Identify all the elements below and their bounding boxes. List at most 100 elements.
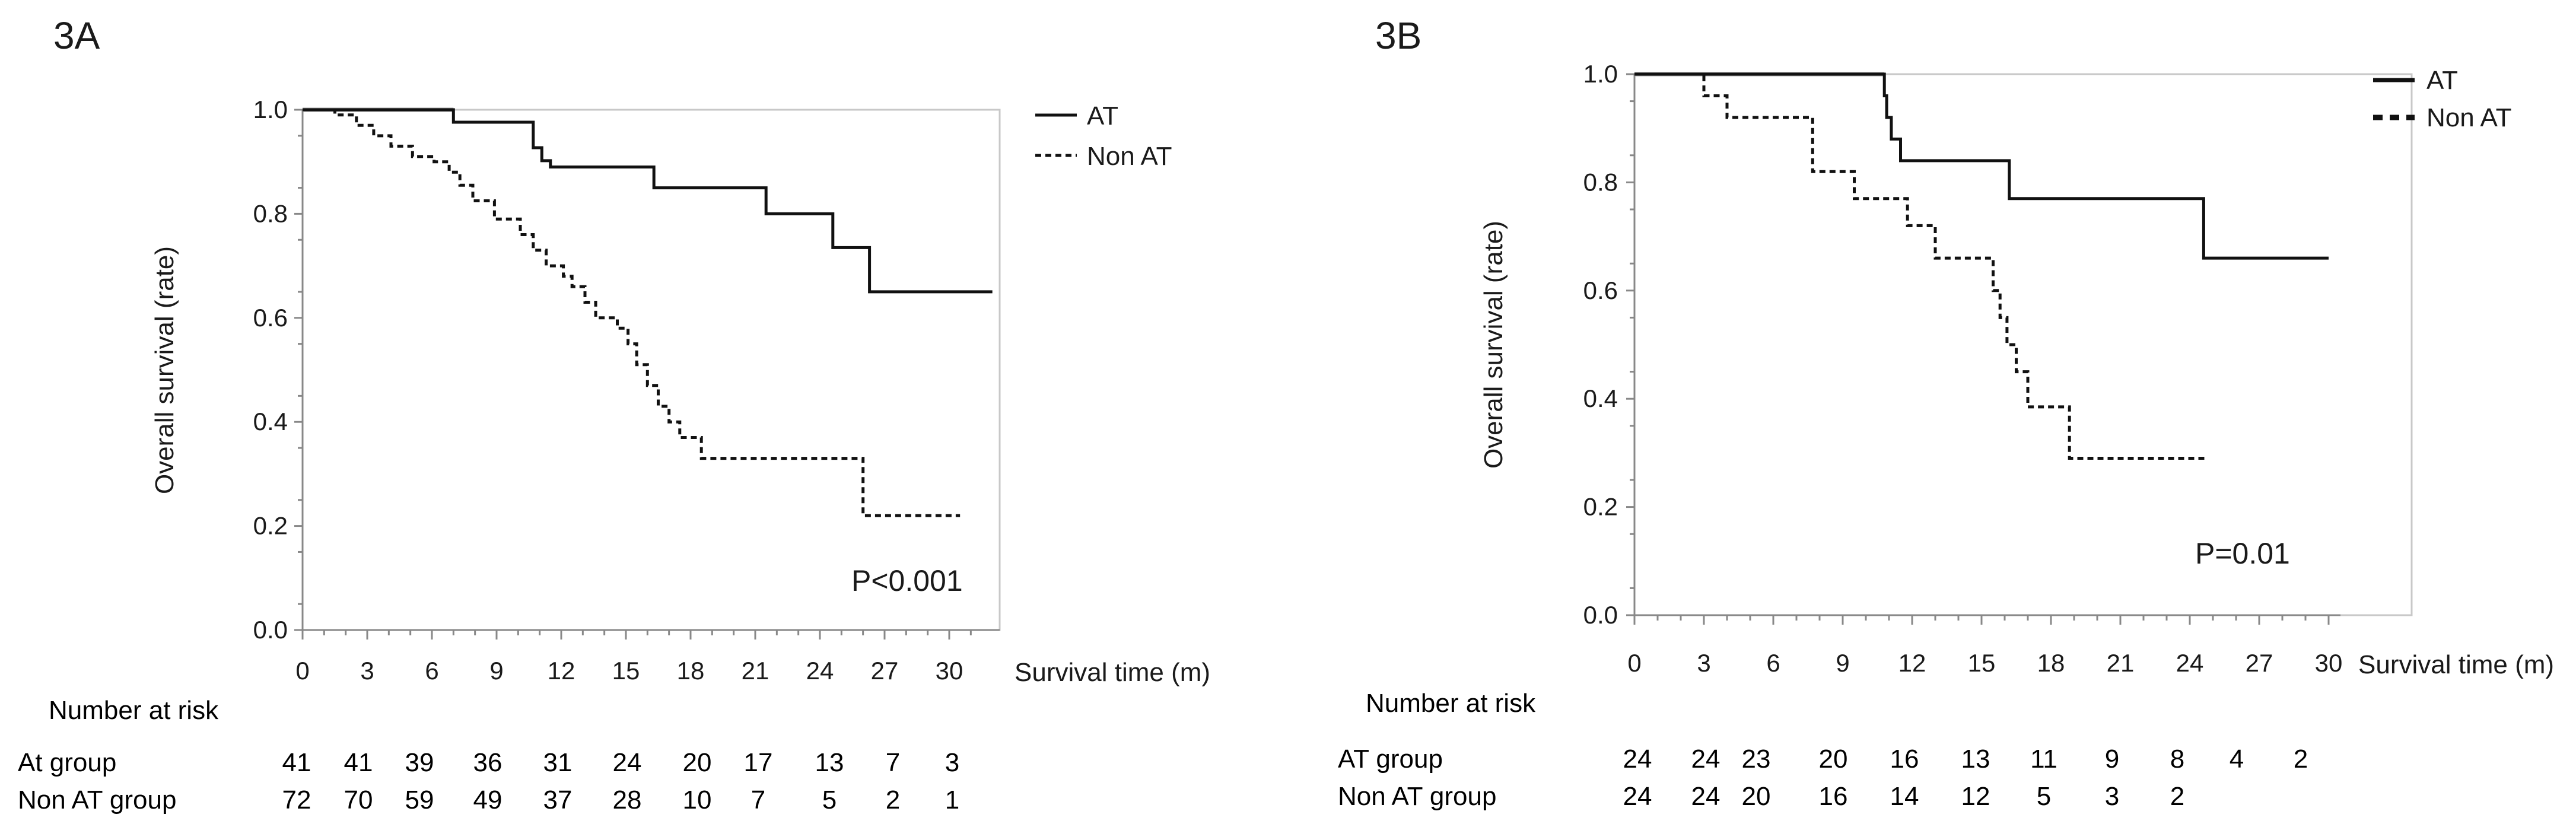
x-tick-label: 6 bbox=[425, 657, 438, 685]
y-tick-label: 0.4 bbox=[1583, 384, 1618, 412]
legend-label-at-3a: AT bbox=[1087, 101, 1118, 131]
panel-3b: 3B 0.00.20.40.60.81.0 0 3 6 9 12 15 18 21 24 27 30… bbox=[1338, 14, 2554, 811]
x-tick-label: 3 bbox=[360, 657, 374, 685]
risk-values-3a: 41 41 39 36 31 24 20 17 13 7 3 72 70 59 49 37 28 10 7 5 2 1 bbox=[282, 748, 960, 815]
risk-value: 10 bbox=[683, 785, 712, 815]
risk-value: 39 bbox=[405, 748, 434, 777]
y-tick-label: 0.4 bbox=[253, 408, 288, 435]
x-tick-label: 0 bbox=[1627, 649, 1641, 677]
survival-curves-3a bbox=[303, 107, 993, 517]
x-axis-label-3b: Survival time (m) bbox=[2358, 650, 2554, 679]
risk-value: 20 bbox=[1742, 782, 1771, 811]
y-ticks-3b: 0.0 0.2 0.4 0.6 0.8 1.0 bbox=[1583, 60, 1634, 629]
risk-row-label-nonat-3a: Non AT group bbox=[18, 785, 176, 815]
risk-value: 36 bbox=[473, 748, 503, 777]
series-line-non-at bbox=[1634, 72, 2206, 460]
legend-3a: AT Non AT bbox=[1035, 101, 1172, 171]
risk-row-label-at-3b: AT group bbox=[1338, 745, 1443, 774]
risk-table-3a: Number at risk At group Non AT group 41 4… bbox=[18, 696, 959, 815]
risk-value: 49 bbox=[473, 785, 503, 815]
y-tick-label: 0.8 bbox=[1583, 168, 1618, 196]
risk-value: 11 bbox=[2030, 745, 2057, 774]
x-tick-label: 21 bbox=[2107, 649, 2135, 677]
risk-value: 5 bbox=[2037, 782, 2051, 811]
legend-label-nonat-3a: Non AT bbox=[1087, 142, 1172, 171]
risk-value: 41 bbox=[344, 748, 373, 777]
risk-value: 1 bbox=[945, 785, 959, 815]
risk-row-label-nonat-3b: Non AT group bbox=[1338, 782, 1496, 811]
risk-value: 4 bbox=[2230, 745, 2244, 774]
risk-value: 2 bbox=[886, 785, 900, 815]
x-tick-label: 15 bbox=[612, 657, 640, 685]
risk-value: 8 bbox=[2170, 745, 2184, 774]
risk-value: 24 bbox=[613, 748, 642, 777]
y-ticks-3a: 0.0 0.2 0.4 0.6 0.8 1.0 bbox=[253, 96, 303, 644]
risk-table-title-3a: Number at risk bbox=[49, 696, 219, 725]
x-tick-label: 30 bbox=[2315, 649, 2343, 677]
legend-label-at-3b: AT bbox=[2426, 66, 2458, 95]
x-tick-label: 3 bbox=[1697, 649, 1710, 677]
risk-value: 13 bbox=[815, 748, 844, 777]
plot-area-3b: 0.0 0.2 0.4 0.6 0.8 1.0 0 3 6 9 12 15 18 21 24 27 30 bbox=[1583, 60, 2413, 677]
y-tick-label: 0.0 bbox=[1583, 601, 1618, 629]
y-axis-label-3a: Overall survival (rate) bbox=[150, 246, 179, 494]
y-axis-label-3b: Overall survival (rate) bbox=[1479, 221, 1508, 469]
y-tick-label: 1.0 bbox=[1583, 60, 1618, 88]
x-tick-label: 9 bbox=[489, 657, 503, 685]
risk-value: 41 bbox=[282, 748, 311, 777]
risk-value: 16 bbox=[1819, 782, 1848, 811]
p-value-3b: P=0.01 bbox=[2195, 537, 2290, 570]
panel-label-3a: 3A bbox=[53, 14, 100, 57]
y-tick-label: 0.6 bbox=[1583, 276, 1618, 304]
risk-value: 7 bbox=[751, 785, 765, 815]
x-tick-label: 15 bbox=[1968, 649, 1996, 677]
x-tick-label: 0 bbox=[295, 657, 309, 685]
series-line-non-at bbox=[303, 108, 961, 517]
y-tick-label: 1.0 bbox=[253, 96, 288, 123]
risk-value: 2 bbox=[2170, 782, 2184, 811]
x-tick-label: 21 bbox=[742, 657, 769, 685]
risk-value: 23 bbox=[1742, 745, 1771, 774]
risk-value: 24 bbox=[1623, 782, 1652, 811]
x-tick-label: 24 bbox=[806, 657, 834, 685]
x-ticks-3b: 0 3 6 9 12 15 18 21 24 27 30 bbox=[1627, 615, 2342, 677]
risk-table-3b: Number at risk AT group Non AT group 24 2… bbox=[1338, 689, 2308, 811]
plot-frame-3a bbox=[301, 109, 1001, 631]
x-tick-label: 30 bbox=[936, 657, 963, 685]
risk-value: 59 bbox=[405, 785, 434, 815]
risk-value: 20 bbox=[683, 748, 712, 777]
y-tick-label: 0.2 bbox=[1583, 493, 1618, 521]
x-ticks-3a: 0 3 6 9 12 15 18 21 24 27 30 bbox=[295, 630, 972, 685]
legend-3b: AT Non AT bbox=[2373, 66, 2511, 132]
risk-value: 7 bbox=[886, 748, 900, 777]
risk-value: 3 bbox=[2105, 782, 2119, 811]
risk-value: 5 bbox=[822, 785, 837, 815]
risk-value: 9 bbox=[2105, 745, 2119, 774]
legend-label-nonat-3b: Non AT bbox=[2426, 103, 2511, 132]
y-tick-label: 0.8 bbox=[253, 199, 288, 227]
risk-value: 72 bbox=[282, 785, 311, 815]
x-tick-label: 27 bbox=[2246, 649, 2273, 677]
x-tick-label: 24 bbox=[2176, 649, 2204, 677]
risk-value: 13 bbox=[1961, 745, 1990, 774]
x-tick-label: 9 bbox=[1836, 649, 1849, 677]
series-line-at bbox=[303, 108, 993, 294]
x-tick-label: 27 bbox=[871, 657, 899, 685]
risk-row-label-at-3a: At group bbox=[18, 748, 116, 777]
risk-value: 31 bbox=[543, 748, 573, 777]
risk-values-3b: 24 24 23 20 16 13 11 9 8 4 2 24 24 20 16 14 12 5 3 2 bbox=[1623, 745, 2308, 811]
x-tick-label: 18 bbox=[2037, 649, 2065, 677]
risk-value: 14 bbox=[1890, 782, 1919, 811]
plot-frame-3b bbox=[1633, 73, 2413, 616]
x-axis-label-3a: Survival time (m) bbox=[1015, 658, 1210, 687]
risk-value: 24 bbox=[1691, 745, 1720, 774]
risk-value: 24 bbox=[1623, 745, 1652, 774]
p-value-3a: P<0.001 bbox=[851, 564, 963, 597]
plot-area-3a: 0.0 0.2 0.4 0.6 0.8 1.0 0 3 6 9 12 15 18 21 24 27 30 bbox=[253, 96, 1001, 685]
y-tick-label: 0.0 bbox=[253, 616, 288, 644]
risk-value: 2 bbox=[2294, 745, 2308, 774]
risk-value: 28 bbox=[613, 785, 642, 815]
y-tick-label: 0.6 bbox=[253, 304, 288, 332]
panel-label-3b: 3B bbox=[1375, 14, 1421, 57]
